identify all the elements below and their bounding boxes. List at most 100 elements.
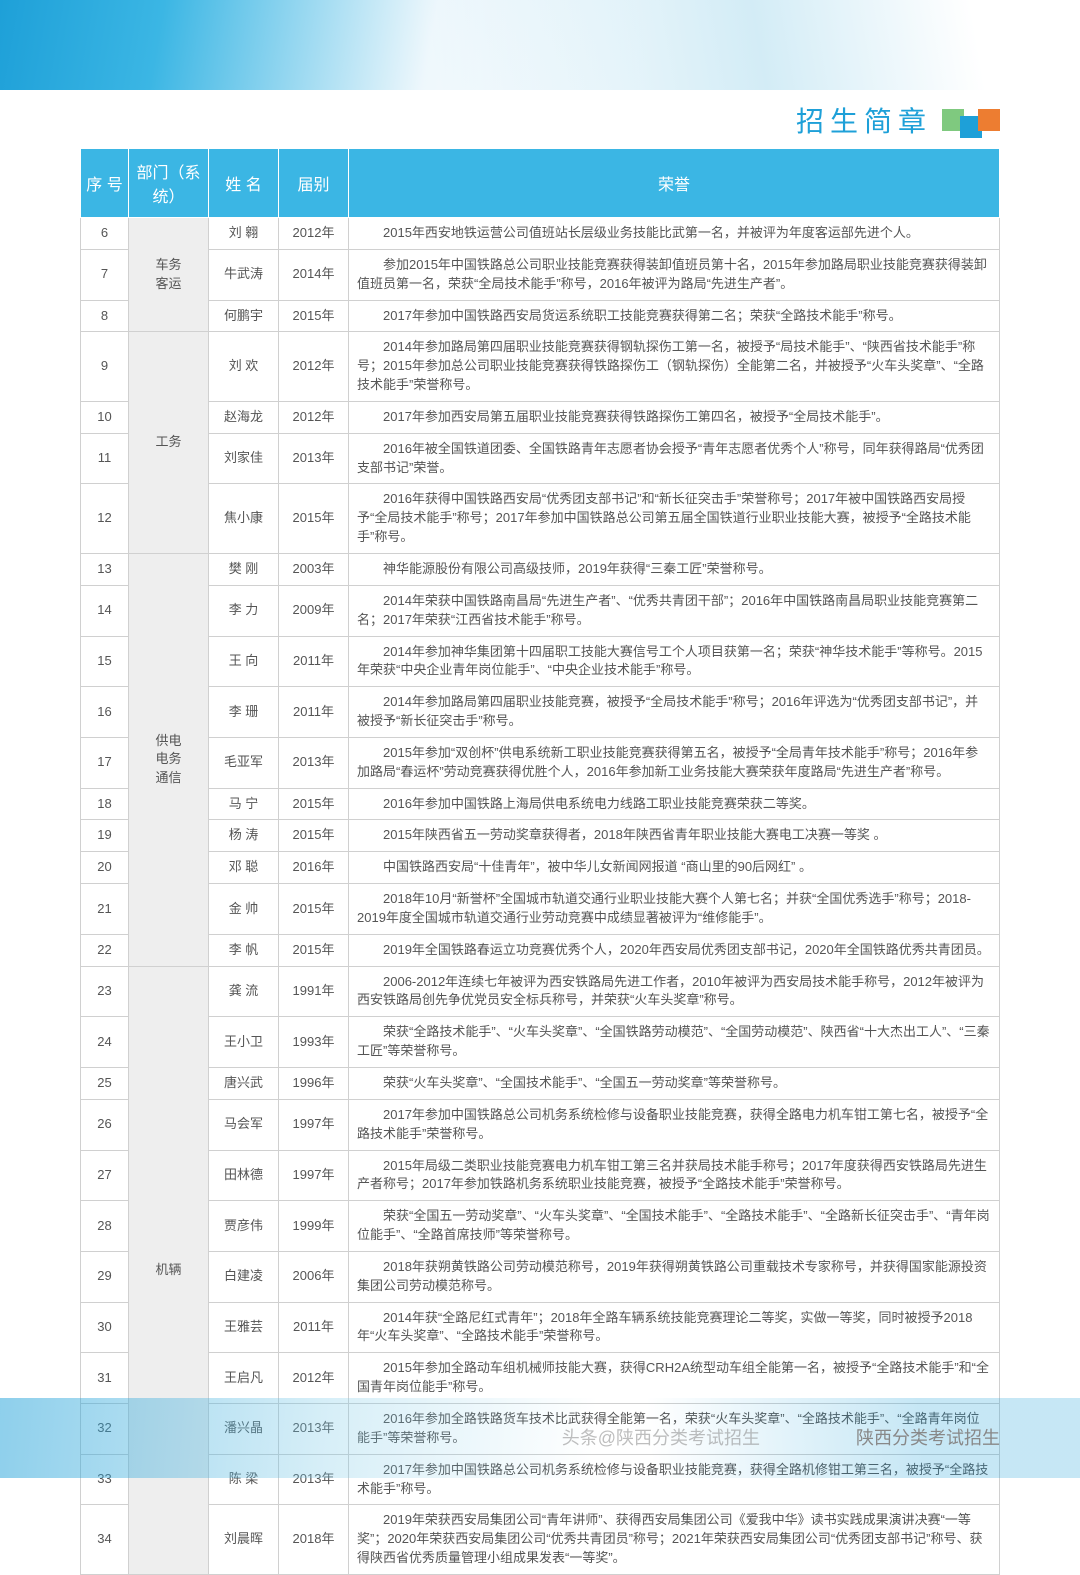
cell-honor: 2019年荣获西安局集团公司“青年讲师”、获得西安局集团公司《爱我中华》读书实践…: [349, 1505, 1000, 1575]
cell-name: 李 帆: [209, 934, 279, 966]
cell-year: 2012年: [279, 332, 349, 402]
cell-seq: 6: [81, 218, 129, 250]
cell-honor: 2014年获“全路尼红式青年”；2018年全路车辆系统技能竞赛理论二等奖，实做一…: [349, 1302, 1000, 1353]
table-row: 8何鹏宇2015年2017年参加中国铁路西安局货运系统职工技能竞赛获得第二名；荣…: [81, 300, 1000, 332]
cell-seq: 16: [81, 687, 129, 738]
cell-honor: 2015年参加“双创杯”供电系统新工职业技能竞赛获得第五名，被授予“全局青年技术…: [349, 737, 1000, 788]
cell-name: 田林德: [209, 1150, 279, 1201]
table-row: 25唐兴武1996年荣获“火车头奖章”、“全国技术能手”、“全国五一劳动奖章”等…: [81, 1068, 1000, 1100]
table-container: 序 号 部门（系统） 姓 名 届别 荣誉 6车务客运刘 翱2012年2015年西…: [80, 148, 1000, 1575]
cell-name: 刘 欢: [209, 332, 279, 402]
cell-name: 刘 翱: [209, 218, 279, 250]
cell-name: 牛武涛: [209, 249, 279, 300]
table-row: 23机辆龚 流1991年2006-2012年连续七年被评为西安铁路局先进工作者，…: [81, 966, 1000, 1017]
cell-year: 2016年: [279, 852, 349, 884]
cell-year: 2015年: [279, 820, 349, 852]
table-row: 30王雅芸2011年2014年获“全路尼红式青年”；2018年全路车辆系统技能竞…: [81, 1302, 1000, 1353]
cell-honor: 参加2015年中国铁路总公司职业技能竞赛获得装卸值班员第十名，2015年参加路局…: [349, 249, 1000, 300]
cell-year: 2015年: [279, 484, 349, 554]
table-row: 31王启凡2012年2015年参加全路动车组机械师技能大赛，获得CRH2A统型动…: [81, 1353, 1000, 1404]
cell-honor: 2014年荣获中国铁路南昌局“先进生产者”、“优秀共青团干部”；2016年中国铁…: [349, 585, 1000, 636]
cell-year: 1999年: [279, 1201, 349, 1252]
cell-seq: 10: [81, 401, 129, 433]
cell-honor: 2015年西安地铁运营公司值班站长层级业务技能比武第一名，并被评为年度客运部先进…: [349, 218, 1000, 250]
table-row: 10赵海龙2012年2017年参加西安局第五届职业技能竞赛获得铁路探伤工第四名，…: [81, 401, 1000, 433]
cell-honor: 2015年局级二类职业技能竞赛电力机车钳工第三名并获局技术能手称号；2017年度…: [349, 1150, 1000, 1201]
cell-honor: 2019年全国铁路春运立功竞赛优秀个人，2020年西安局优秀团支部书记，2020…: [349, 934, 1000, 966]
honor-table: 序 号 部门（系统） 姓 名 届别 荣誉 6车务客运刘 翱2012年2015年西…: [80, 148, 1000, 1575]
table-row: 9工务刘 欢2012年2014年参加路局第四届职业技能竞赛获得钢轨探伤工第一名，…: [81, 332, 1000, 402]
cell-seq: 23: [81, 966, 129, 1017]
cell-year: 2013年: [279, 433, 349, 484]
cell-honor: 2014年参加路局第四届职业技能竞赛，被授予“全局技术能手”称号；2016年评选…: [349, 687, 1000, 738]
cell-honor: 2014年参加神华集团第十四届职工技能大赛信号工个人项目获第一名；荣获“神华技术…: [349, 636, 1000, 687]
cell-honor: 2016年获得中国铁路西安局“优秀团支部书记”和“新长征突击手”荣誉称号；201…: [349, 484, 1000, 554]
cell-seq: 14: [81, 585, 129, 636]
table-row: 19杨 涛2015年2015年陕西省五一劳动奖章获得者，2018年陕西省青年职业…: [81, 820, 1000, 852]
cell-year: 2018年: [279, 1505, 349, 1575]
cell-seq: 27: [81, 1150, 129, 1201]
cell-year: 2012年: [279, 218, 349, 250]
table-row: 34 刘晨晖2018年2019年荣获西安局集团公司“青年讲师”、获得西安局集团公司…: [81, 1505, 1000, 1575]
cell-name: 何鹏宇: [209, 300, 279, 332]
cell-seq: 34: [81, 1505, 129, 1575]
cell-seq: 15: [81, 636, 129, 687]
cell-year: 2012年: [279, 1353, 349, 1404]
cell-honor: 2015年陕西省五一劳动奖章获得者，2018年陕西省青年职业技能大赛电工决赛一等…: [349, 820, 1000, 852]
cell-name: 马 宁: [209, 788, 279, 820]
cell-dept: 供电电务通信: [129, 553, 209, 966]
page-header: 招生简章: [796, 100, 1000, 140]
cell-seq: 30: [81, 1302, 129, 1353]
table-row: 15王 向2011年2014年参加神华集团第十四届职工技能大赛信号工个人项目获第…: [81, 636, 1000, 687]
cell-honor: 2014年参加路局第四届职业技能竞赛获得钢轨探伤工第一名，被授予“局技术能手”、…: [349, 332, 1000, 402]
cell-seq: 18: [81, 788, 129, 820]
cell-name: 马会军: [209, 1099, 279, 1150]
cell-seq: 13: [81, 553, 129, 585]
cell-honor: 2006-2012年连续七年被评为西安铁路局先进工作者，2010年被评为西安局技…: [349, 966, 1000, 1017]
cell-name: 樊 刚: [209, 553, 279, 585]
cell-honor: 2016年被全国铁道团委、全国铁路青年志愿者协会授予“青年志愿者优秀个人”称号，…: [349, 433, 1000, 484]
cell-seq: 31: [81, 1353, 129, 1404]
table-row: 13供电电务通信樊 刚2003年神华能源股份有限公司高级技师，2019年获得“三…: [81, 553, 1000, 585]
cell-honor: 2017年参加西安局第五届职业技能竞赛获得铁路探伤工第四名，被授予“全局技术能手…: [349, 401, 1000, 433]
table-row: 7牛武涛2014年参加2015年中国铁路总公司职业技能竞赛获得装卸值班员第十名，…: [81, 249, 1000, 300]
cell-dept: 机辆: [129, 966, 209, 1574]
table-row: 6车务客运刘 翱2012年2015年西安地铁运营公司值班站长层级业务技能比武第一…: [81, 218, 1000, 250]
table-row: 27田林德1997年2015年局级二类职业技能竞赛电力机车钳工第三名并获局技术能…: [81, 1150, 1000, 1201]
cell-dept: 车务客运: [129, 218, 209, 332]
cell-year: 2014年: [279, 249, 349, 300]
cell-seq: 9: [81, 332, 129, 402]
table-row: 26 马会军1997年2017年参加中国铁路总公司机务系统检修与设备职业技能竞赛，…: [81, 1099, 1000, 1150]
cell-name: 白建凌: [209, 1251, 279, 1302]
table-row: 18马 宁2015年2016年参加中国铁路上海局供电系统电力线路工职业技能竞赛荣…: [81, 788, 1000, 820]
cell-name: 王小卫: [209, 1017, 279, 1068]
cell-year: 2011年: [279, 636, 349, 687]
cell-seq: 24: [81, 1017, 129, 1068]
table-row: 16李 珊2011年2014年参加路局第四届职业技能竞赛，被授予“全局技术能手”…: [81, 687, 1000, 738]
cell-seq: 26: [81, 1099, 129, 1150]
cell-year: 1997年: [279, 1099, 349, 1150]
cell-honor: 神华能源股份有限公司高级技师，2019年获得“三秦工匠”荣誉称号。: [349, 553, 1000, 585]
watermark-right: 陕西分类考试招生: [856, 1424, 1000, 1450]
page-title: 招生简章: [796, 100, 932, 140]
cell-honor: 2017年参加中国铁路总公司机务系统检修与设备职业技能竞赛，获得全路电力机车钳工…: [349, 1099, 1000, 1150]
col-year: 届别: [279, 149, 349, 218]
table-row: 24王小卫1993年荣获“全路技术能手”、“火车头奖章”、“全国铁路劳动模范”、…: [81, 1017, 1000, 1068]
cell-name: 刘晨晖: [209, 1505, 279, 1575]
cell-honor: 2018年10月“新誉杯”全国城市轨道交通行业职业技能大赛个人第七名；并获“全国…: [349, 884, 1000, 935]
cell-honor: 2015年参加全路动车组机械师技能大赛，获得CRH2A统型动车组全能第一名，被授…: [349, 1353, 1000, 1404]
cell-honor: 2017年参加中国铁路西安局货运系统职工技能竞赛获得第二名；荣获“全路技术能手”…: [349, 300, 1000, 332]
table-row: 11刘家佳2013年2016年被全国铁道团委、全国铁路青年志愿者协会授予“青年志…: [81, 433, 1000, 484]
cell-name: 李 力: [209, 585, 279, 636]
cell-honor: 2016年参加中国铁路上海局供电系统电力线路工职业技能竞赛荣获二等奖。: [349, 788, 1000, 820]
cell-name: 王雅芸: [209, 1302, 279, 1353]
cell-year: 1991年: [279, 966, 349, 1017]
cell-year: 2013年: [279, 737, 349, 788]
cell-seq: 21: [81, 884, 129, 935]
cell-name: 刘家佳: [209, 433, 279, 484]
col-seq: 序 号: [81, 149, 129, 218]
cell-year: 2012年: [279, 401, 349, 433]
cell-seq: 28: [81, 1201, 129, 1252]
cell-name: 龚 流: [209, 966, 279, 1017]
col-honor: 荣誉: [349, 149, 1000, 218]
